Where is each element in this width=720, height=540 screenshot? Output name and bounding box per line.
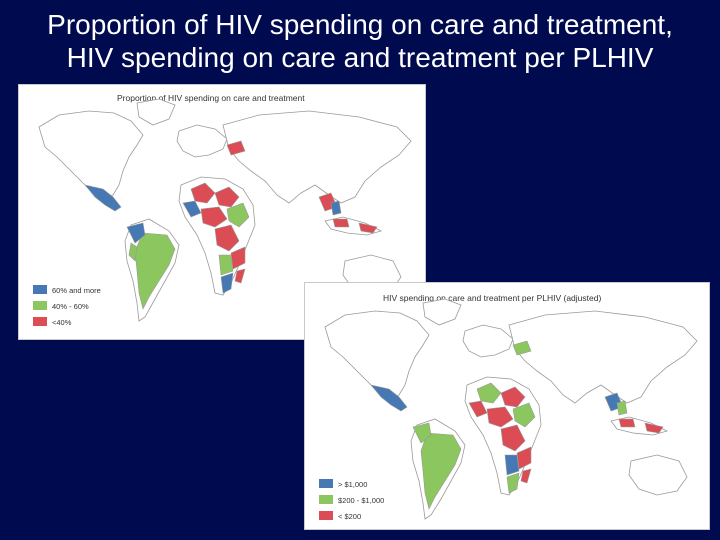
world-map-1: Proportion of HIV spending on care and t… [33,93,412,327]
map-spending-per-plhiv: HIV spending on care and treatment per P… [304,282,710,530]
map-2-legend: > $1,000 $200 - $1,000 < $200 [319,479,384,521]
country-fills-2 [370,340,664,510]
legend-2-swatch-low [319,511,333,520]
map-2-title: HIV spending on care and treatment per P… [383,293,601,303]
legend-1-swatch-medium [33,301,47,310]
legend-2-swatch-medium [319,495,333,504]
legend-2-label-high: > $1,000 [338,480,367,489]
world-map-2: HIV spending on care and treatment per P… [319,293,698,521]
legend-1-label-low: <40% [52,318,72,327]
legend-1-label-high: 60% and more [52,286,101,295]
slide-title: Proportion of HIV spending on care and t… [0,8,720,74]
legend-2-label-low: < $200 [338,512,361,521]
legend-1-swatch-low [33,317,47,326]
legend-2-label-medium: $200 - $1,000 [338,496,384,505]
legend-2-swatch-high [319,479,333,488]
slide-title-line-1: Proportion of HIV spending on care and t… [47,9,673,40]
legend-1-swatch-high [33,285,47,294]
map-1-legend: 60% and more 40% - 60% <40% [33,285,101,327]
slide-title-line-2: HIV spending on care and treatment per P… [66,42,654,73]
map-1-title: Proportion of HIV spending on care and t… [117,93,305,103]
legend-1-label-medium: 40% - 60% [52,302,89,311]
map-proportion-care-treatment: Proportion of HIV spending on care and t… [18,84,426,340]
country-fills [84,140,378,310]
